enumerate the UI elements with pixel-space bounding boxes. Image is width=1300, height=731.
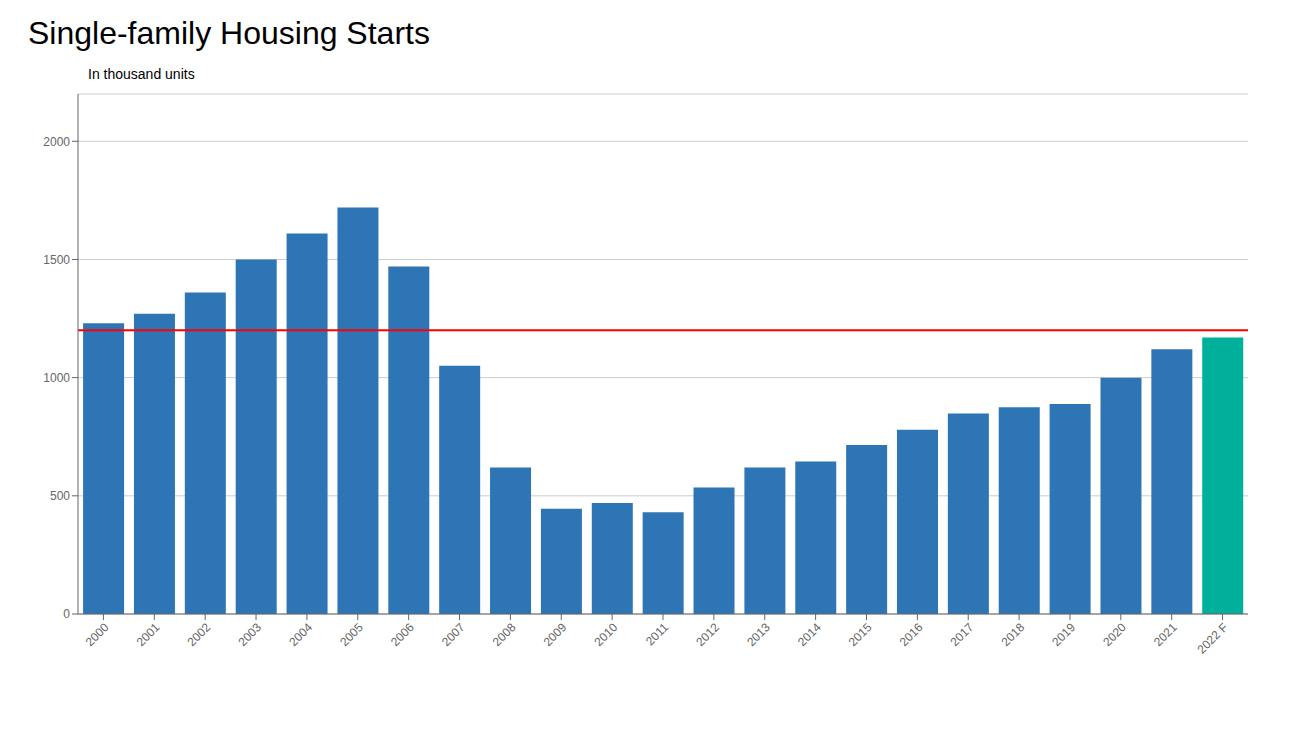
svg-text:2000: 2000 (83, 620, 112, 649)
html-text:In thousand units: In thousand units (88, 66, 195, 82)
svg-text:2016: 2016 (897, 620, 926, 649)
svg-text:2003: 2003 (235, 620, 264, 649)
svg-text:2008: 2008 (490, 620, 519, 649)
svg-text:2021: 2021 (1151, 620, 1180, 649)
svg-text:2013: 2013 (744, 620, 773, 649)
svg-text:1000: 1000 (43, 371, 70, 385)
svg-text:1500: 1500 (43, 253, 70, 267)
svg-text:2022 F: 2022 F (1194, 620, 1230, 656)
svg-text:2001: 2001 (134, 620, 163, 649)
svg-text:2017: 2017 (948, 620, 977, 649)
svg-text:500: 500 (50, 489, 70, 503)
svg-text:2000: 2000 (43, 135, 70, 149)
svg-text:2018: 2018 (998, 620, 1027, 649)
svg-text:0: 0 (63, 607, 70, 621)
svg-text:2015: 2015 (846, 620, 875, 649)
svg-text:2009: 2009 (541, 620, 570, 649)
svg-text:2014: 2014 (795, 620, 824, 649)
svg-text:2020: 2020 (1100, 620, 1129, 649)
svg-text:2005: 2005 (337, 620, 366, 649)
html-text:Single-family Housing Starts: Single-family Housing Starts (28, 15, 430, 51)
svg-text:2004: 2004 (286, 620, 315, 649)
svg-text:2010: 2010 (591, 620, 620, 649)
svg-text:2002: 2002 (185, 620, 214, 649)
svg-text:2019: 2019 (1049, 620, 1078, 649)
svg-text:2012: 2012 (693, 620, 722, 649)
svg-text:2006: 2006 (388, 620, 417, 649)
svg-text:2007: 2007 (439, 620, 468, 649)
svg-text:2011: 2011 (643, 620, 671, 648)
